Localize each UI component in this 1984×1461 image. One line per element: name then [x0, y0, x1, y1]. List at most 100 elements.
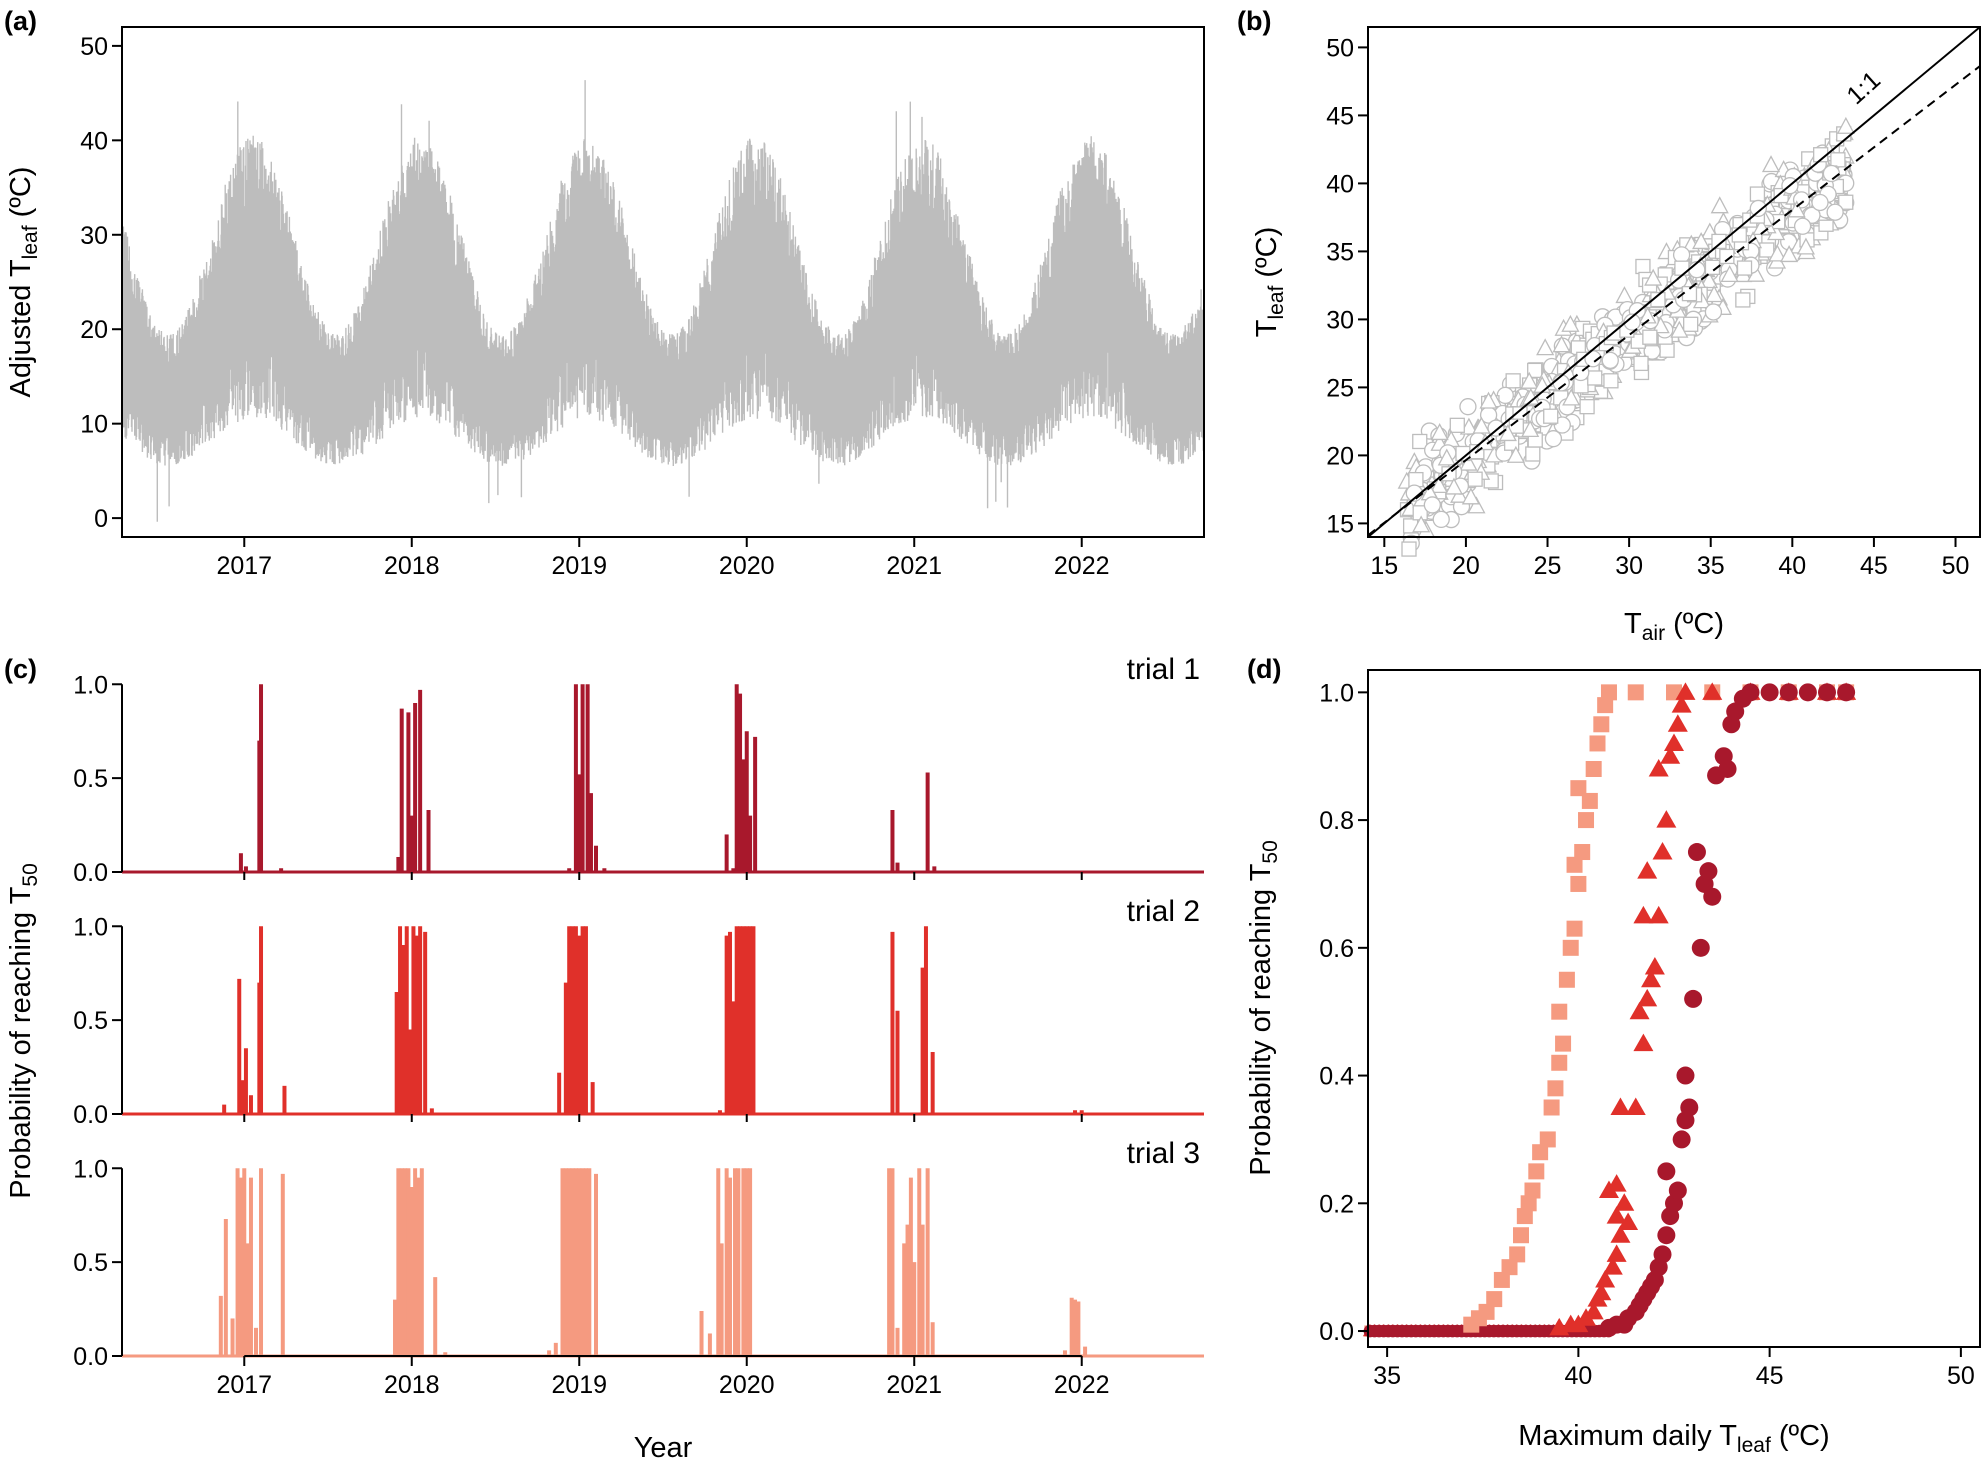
panel-a-x-tick-label: 2020	[719, 552, 775, 580]
panel-c-trial-3-label: trial 3	[1127, 1137, 1200, 1170]
panel-b: (b) 1:1 15 20 25 30 35 40 45 50 15 20 25 30 35 40 45 5…	[1237, 6, 1981, 645]
panel-b-point-triangle	[1615, 286, 1634, 304]
panel-b-point-square	[1830, 152, 1846, 168]
panel-b-point-circle	[1826, 203, 1844, 221]
panel-a-y-label-sub: leaf	[19, 225, 42, 259]
panel-b-point-triangle	[1562, 388, 1581, 406]
panel-d-point-square	[1570, 780, 1587, 797]
panel-b-point-triangle	[1720, 264, 1739, 283]
panel-d-point-square	[1547, 1080, 1564, 1097]
panel-b-point-circle	[1496, 386, 1514, 405]
panel-c-y-tick-label: 1.0	[73, 671, 108, 699]
panel-d-point-circle	[1676, 1066, 1695, 1085]
panel-b-x-tick-label: 20	[1452, 552, 1480, 580]
panel-d-point-triangle	[1583, 1301, 1604, 1320]
panel-b-point-circle	[1544, 430, 1563, 448]
panel-d-point-square	[1581, 792, 1598, 809]
panel-b-point-triangle	[1692, 232, 1711, 250]
panel-b-points	[1397, 116, 1855, 557]
panel-d-x-tick-label: 45	[1756, 1362, 1784, 1390]
panel-d-point-square	[1555, 1035, 1572, 1052]
panel-d-y-tick-label: 0.6	[1319, 935, 1354, 963]
panel-b-point-triangle	[1444, 477, 1464, 495]
panel-d-frame	[1367, 669, 1981, 1348]
panel-d-point-circle	[1672, 1130, 1691, 1149]
panel-d-y-tick-label: 0.2	[1319, 1190, 1354, 1218]
panel-d-point-square	[1551, 1054, 1568, 1071]
panel-c-y-tick-label: 0.0	[73, 1101, 108, 1129]
panel-d-point-triangle	[1667, 714, 1688, 732]
panel-b-point-square	[1704, 259, 1721, 275]
panel-a-daily-range-path	[121, 80, 1204, 522]
panel-c-row-trial-2: trial 2 0.0 0.5 1.0	[73, 895, 1204, 1129]
panel-c-y-label: Probability of reaching T50	[5, 863, 42, 1199]
panel-b-point-triangle	[1459, 453, 1478, 471]
panel-d-point-square	[1551, 1003, 1568, 1020]
panel-d-point-triangle	[1644, 956, 1665, 975]
panel-d-point-circle	[1657, 1162, 1676, 1181]
panel-d-point-triangle	[1591, 1282, 1612, 1301]
panel-c-y-tick-label: 0.5	[73, 765, 108, 793]
panel-d-point-circle	[1818, 683, 1836, 702]
panel-c-y-label-main: Probability of reaching T	[5, 886, 37, 1198]
panel-d-points	[1362, 682, 1857, 1338]
panel-d-x-label: Maximum daily Tleaf (ºC)	[1518, 1420, 1829, 1457]
panel-a-y-tick-label: 50	[80, 33, 108, 61]
panel-b-point-triangle	[1787, 200, 1806, 218]
panel-d-point-square	[1566, 920, 1583, 937]
panel-b-point-square	[1587, 370, 1603, 386]
panel-d-x-tick-label: 50	[1947, 1362, 1975, 1390]
panel-d-point-circle	[1837, 683, 1856, 702]
panel-b-y-tick-label: 20	[1326, 442, 1354, 470]
panel-b-x-label-main: T	[1624, 608, 1642, 640]
panel-b-point-circle	[1811, 193, 1829, 212]
panel-b-x-tick-label: 25	[1534, 552, 1562, 580]
panel-d-point-circle	[1653, 1245, 1672, 1264]
panel-d-point-square	[1562, 939, 1579, 956]
panel-d-point-triangle	[1637, 861, 1658, 879]
panel-a-y-tick-label: 40	[80, 127, 108, 155]
panel-b-point-triangle	[1536, 338, 1555, 356]
panel-d-point-square	[1543, 1099, 1560, 1116]
panel-a-y-label-unit: (ºC)	[5, 167, 37, 226]
panel-b-point-triangle	[1699, 271, 1719, 289]
panel-a-letter: (a)	[4, 6, 37, 36]
panel-c-trial-2-bars: 0.0 0.5 1.0	[73, 913, 1204, 1129]
panel-b-point-triangle	[1521, 387, 1540, 405]
panel-b-point-triangle	[1836, 116, 1855, 134]
panel-b-point-triangle	[1521, 419, 1540, 437]
panel-b-y-tick-label: 15	[1326, 510, 1354, 538]
panel-a-y-label: Adjusted Tleaf (ºC)	[5, 167, 42, 398]
panel-b-letter: (b)	[1237, 6, 1271, 36]
panel-a-y-tick-label: 0	[94, 505, 108, 533]
panel-d-point-circle	[1684, 989, 1703, 1008]
panel-b-y-tick-label: 50	[1326, 34, 1354, 62]
panel-d-point-square	[1558, 971, 1575, 988]
panel-d-x-label-sub: leaf	[1737, 1434, 1771, 1457]
panel-b-point-square	[1749, 186, 1766, 202]
panel-d-point-circle	[1703, 887, 1722, 906]
panel-b-point-square	[1838, 194, 1854, 210]
panel-c-x-tick-label: 2018	[384, 1371, 440, 1399]
panel-c-row-trial-3: trial 3 0.0 0.5 1.0	[73, 1137, 1204, 1371]
panel-c-y-tick-label: 1.0	[73, 1155, 108, 1183]
panel-d-point-square	[1585, 760, 1602, 777]
panel-d-point-triangle	[1675, 682, 1696, 700]
panel-b-y-tick-label: 25	[1326, 374, 1354, 402]
panel-d-point-triangle	[1625, 1097, 1646, 1115]
panel-b-point-triangle	[1768, 244, 1787, 262]
panel-d-point-circle	[1779, 683, 1798, 702]
panel-d-point-square	[1570, 875, 1587, 892]
panel-a-x-tick-label: 2021	[886, 552, 942, 580]
panel-c-trial-1-label: trial 1	[1127, 653, 1200, 686]
panel-b-point-triangle	[1520, 371, 1539, 389]
panel-b-point-circle	[1423, 496, 1441, 514]
panel-c-y-tick-label: 0.0	[73, 859, 108, 887]
panel-d-y-label-sub: 50	[1259, 840, 1282, 863]
panel-c-row-trial-1: trial 1 0.0 0.5 1.0	[73, 653, 1204, 887]
panel-d-point-triangle	[1637, 988, 1658, 1007]
panel-c: (c) trial 1 0.0 0.5 1.0 trial 2 0.0 0.5 1.0 …	[4, 653, 1204, 1461]
panel-d-point-square	[1528, 1163, 1545, 1180]
panel-b-point-triangle	[1498, 424, 1517, 442]
panel-d-point-triangle	[1610, 1097, 1631, 1115]
